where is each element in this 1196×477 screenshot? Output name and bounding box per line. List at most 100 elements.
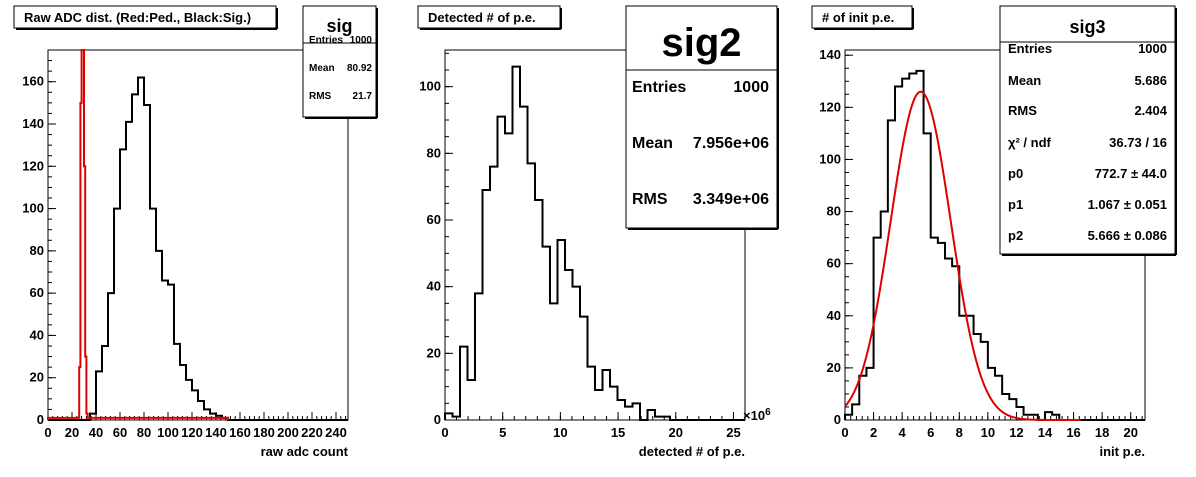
- y-tick-label: 20: [30, 370, 44, 385]
- plot-frame: [47, 49, 349, 421]
- x-tick-label: 0: [44, 425, 51, 440]
- y-tick-label: 140: [22, 116, 44, 131]
- y-tick-label: 60: [427, 212, 441, 227]
- stats-value-entries: 1000: [1138, 41, 1167, 56]
- y-tick-label: 0: [434, 412, 441, 427]
- y-tick-label: 160: [22, 74, 44, 89]
- stats-label-rms: RMS: [309, 91, 332, 102]
- x-tick-label: 12: [1009, 425, 1023, 440]
- panel-2: 0 20 40 60 80 1000 5 10 15 20 25 detected # of p.e.…: [417, 5, 779, 459]
- x-tick-label: 140: [205, 425, 227, 440]
- x-tick-label: 16: [1066, 425, 1080, 440]
- histogram-series-2: [47, 49, 229, 420]
- x-tick-label: 240: [325, 425, 347, 440]
- stats-value-rms: 3.349e+06: [693, 191, 769, 208]
- y-tick-label: 100: [22, 201, 44, 216]
- plot-title: Detected # of p.e.: [428, 10, 536, 25]
- plot-title: # of init p.e.: [822, 10, 894, 25]
- y-tick-label: 80: [827, 204, 841, 219]
- stats-label-mean: Mean: [309, 63, 335, 74]
- y-tick-label: 80: [30, 243, 44, 258]
- y-tick-label: 140: [819, 47, 841, 62]
- x-tick-label: 18: [1095, 425, 1109, 440]
- x-tick-label: 20: [1123, 425, 1137, 440]
- y-tick-label: 100: [819, 151, 841, 166]
- stats-value-p1: 1.067 ± 0.051: [1088, 197, 1167, 212]
- x-tick-label: 15: [611, 425, 625, 440]
- stats-label-mean: Mean: [632, 135, 673, 152]
- x-axis-label: raw adc count: [261, 444, 349, 459]
- x-tick-label: 80: [137, 425, 151, 440]
- stats-label-mean: Mean: [1008, 73, 1041, 88]
- x-tick-label: 60: [113, 425, 127, 440]
- stats-label-entries: Entries: [1008, 41, 1052, 56]
- stats-value-entries: 1000: [733, 79, 769, 96]
- stats-label-p1: p1: [1008, 197, 1023, 212]
- stats-label-entries: Entries: [632, 79, 686, 96]
- stats-value-mean: 5.686: [1134, 73, 1167, 88]
- stats-value-p2: 5.666 ± 0.086: [1088, 228, 1167, 243]
- stats-value-mean: 80.92: [347, 63, 372, 74]
- x-tick-label: 160: [229, 425, 251, 440]
- stats-box-name: sig: [326, 16, 352, 36]
- stats-label-rms: RMS: [1008, 103, 1037, 118]
- stats-label-chi2: χ² / ndf: [1008, 135, 1052, 150]
- stats-value-rms: 21.7: [353, 91, 373, 102]
- y-tick-label: 60: [30, 285, 44, 300]
- stats-box-name: sig2: [661, 21, 741, 65]
- y-tick-label: 40: [827, 308, 841, 323]
- y-tick-label: 120: [22, 158, 44, 173]
- x-tick-label: 25: [726, 425, 740, 440]
- x-tick-label: 8: [956, 425, 963, 440]
- x-tick-label: 20: [669, 425, 683, 440]
- y-tick-label: 0: [834, 412, 841, 427]
- x-tick-label: 220: [301, 425, 323, 440]
- x-axis-label: detected # of p.e.: [639, 444, 745, 459]
- x-axis-label: init p.e.: [1100, 444, 1146, 459]
- stats-label-rms: RMS: [632, 191, 668, 208]
- x-tick-label: 200: [277, 425, 299, 440]
- histogram-series-1: [48, 76, 348, 421]
- stats-value-mean: 7.956e+06: [693, 135, 769, 152]
- x-tick-label: 100: [157, 425, 179, 440]
- y-tick-label: 100: [419, 79, 441, 94]
- stats-label-p2: p2: [1008, 228, 1023, 243]
- y-tick-label: 20: [827, 360, 841, 375]
- stats-value-rms: 2.404: [1134, 103, 1167, 118]
- y-tick-label: 120: [819, 99, 841, 114]
- x-tick-label: 10: [981, 425, 995, 440]
- stats-value-entries: 1000: [350, 35, 373, 46]
- x-axis-multiplier: ×106: [743, 407, 771, 423]
- stats-box: [999, 5, 1176, 255]
- x-tick-label: 14: [1038, 425, 1053, 440]
- x-tick-label: 2: [870, 425, 877, 440]
- y-tick-label: 80: [427, 145, 441, 160]
- x-tick-label: 180: [253, 425, 275, 440]
- x-axis-multiplier-exponent: 6: [765, 407, 771, 418]
- stats-value-chi2: 36.73 / 16: [1109, 135, 1167, 150]
- x-tick-label: 4: [899, 425, 907, 440]
- y-tick-label: 40: [30, 327, 44, 342]
- stats-value-p0: 772.7 ± 44.0: [1095, 166, 1167, 181]
- histogram-series-1: [444, 65, 745, 421]
- x-tick-label: 5: [499, 425, 506, 440]
- stats-box-name: sig3: [1069, 17, 1105, 37]
- y-tick-label: 0: [37, 412, 44, 427]
- x-tick-label: 40: [89, 425, 103, 440]
- panel-3: 0 20 40 60 80 100 120 140 0 2 4 6 8 10 12 14 16 18 20 init …: [811, 5, 1177, 459]
- stats-label-entries: Entries: [309, 35, 343, 46]
- x-tick-label: 120: [181, 425, 203, 440]
- x-tick-label: 0: [841, 425, 848, 440]
- stats-box: [625, 5, 778, 229]
- gaussian-fit-curve: [844, 90, 1081, 421]
- x-tick-label: 10: [553, 425, 567, 440]
- plot-title: Raw ADC dist. (Red:Ped., Black:Sig.): [24, 10, 251, 25]
- y-tick-label: 60: [827, 256, 841, 271]
- y-tick-label: 20: [427, 345, 441, 360]
- x-tick-label: 6: [927, 425, 934, 440]
- y-tick-label: 40: [427, 279, 441, 294]
- stats-label-p0: p0: [1008, 166, 1023, 181]
